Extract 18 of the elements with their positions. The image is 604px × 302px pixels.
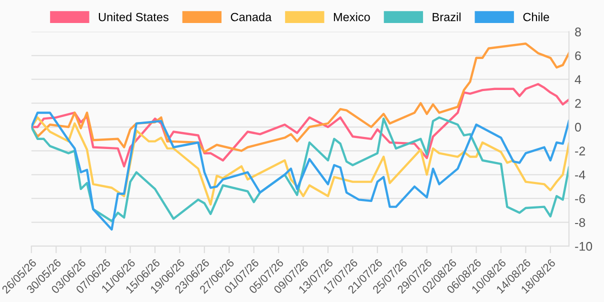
y-tick-label: -10 (575, 242, 592, 251)
legend-label: Chile (523, 12, 550, 22)
legend-label: Brazil (432, 12, 461, 22)
y-tick-label: 0 (575, 122, 581, 132)
legend-label: United States (98, 12, 168, 22)
y-tick-label: 8 (575, 28, 581, 36)
y-tick-label: -4 (575, 170, 586, 180)
line-series (31, 42, 569, 154)
line-series (31, 83, 569, 168)
legend-label: Canada (230, 12, 272, 22)
y-tick-label: 2 (575, 98, 581, 108)
y-tick-label: 6 (575, 51, 581, 60)
y-tick-label: -6 (575, 194, 586, 204)
legend-label: Mexico (334, 12, 370, 22)
y-tick-label: -8 (575, 218, 586, 227)
y-tick-label: 4 (574, 75, 582, 84)
line-series (31, 116, 569, 206)
y-tick-label: -2 (575, 146, 586, 156)
